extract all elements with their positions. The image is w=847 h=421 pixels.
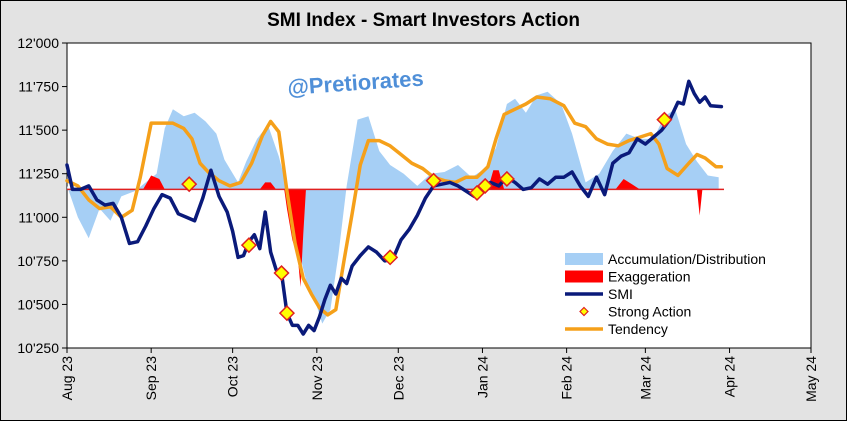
exaggeration-area-6 xyxy=(696,189,703,216)
smi-line xyxy=(65,79,724,336)
accumulation-area-layer xyxy=(67,91,719,324)
accumulation-distribution-area xyxy=(67,91,719,324)
legend-strong-action-label: Strong Action xyxy=(608,304,691,320)
strong-action-marker-10 xyxy=(656,111,673,128)
strong-action-marker-8 xyxy=(477,177,494,194)
strong-action-marker-1 xyxy=(181,176,198,193)
legend: Accumulation/Distribution ExaggerationSMI… xyxy=(565,251,766,337)
legend-tendency-label: Tendency xyxy=(608,321,668,337)
legend-accumulation-distribution-label: Accumulation/Distribution xyxy=(608,251,766,267)
x-tick-label-5: Dec 23 xyxy=(390,356,406,401)
y-tick-label-2: 11'750 xyxy=(18,79,59,95)
x-tick-label-8: Mar 24 xyxy=(637,356,653,400)
y-tick-label-7: 10'500 xyxy=(17,296,59,312)
tendency-line xyxy=(65,95,724,317)
exaggeration-area-1 xyxy=(143,175,165,190)
strong-action-markers xyxy=(181,111,673,322)
x-tick-label-7: Feb 24 xyxy=(559,356,575,400)
x-tick-label-9: Apr 24 xyxy=(722,356,738,397)
smi-line-layer xyxy=(65,79,724,336)
y-tick-label-3: 11'500 xyxy=(18,122,59,138)
strong-action-marker-4 xyxy=(278,305,296,322)
strong-action-marker-2 xyxy=(240,237,257,254)
y-tick-label-8: 10'250 xyxy=(17,340,59,356)
strong-action-marker-6 xyxy=(425,172,442,189)
legend-accumulation-distribution-swatch xyxy=(565,253,603,265)
legend-smi-label: SMI xyxy=(608,286,633,302)
legend-exaggeration-swatch xyxy=(565,270,603,283)
strong-action-marker-5 xyxy=(382,249,399,266)
legend-strong-action-swatch xyxy=(579,306,589,317)
x-tick-label-3: Oct 23 xyxy=(225,356,241,397)
y-tick-label-6: 10'750 xyxy=(17,253,59,269)
strong-action-marker-9 xyxy=(498,170,515,188)
strong-action-marker-3 xyxy=(273,264,290,282)
x-tick-label-10: May 24 xyxy=(803,356,819,402)
strong-action-marker-7 xyxy=(468,184,486,201)
tendency-line-layer xyxy=(65,95,724,317)
exaggeration-area-2 xyxy=(259,182,277,190)
axes: 12'000 11'750 11'500 11'250 11'000 10'750 10'5… xyxy=(17,35,819,402)
y-tick-label-4: 11'250 xyxy=(18,166,59,182)
x-tick-label-6: Jan 24 xyxy=(474,356,490,398)
exaggeration-area-5 xyxy=(615,178,640,190)
y-tick-label-1: 12'000 xyxy=(17,35,59,51)
x-tick-label-1: Aug 23 xyxy=(59,356,75,401)
x-tick-label-2: Sep 23 xyxy=(143,356,159,401)
y-tick-label-5: 11'000 xyxy=(18,209,59,225)
chart-title: SMI Index - Smart Investors Action xyxy=(267,10,580,31)
legend-exaggeration-label: Exaggeration xyxy=(608,269,691,285)
x-tick-label-4: Nov 23 xyxy=(309,356,325,401)
